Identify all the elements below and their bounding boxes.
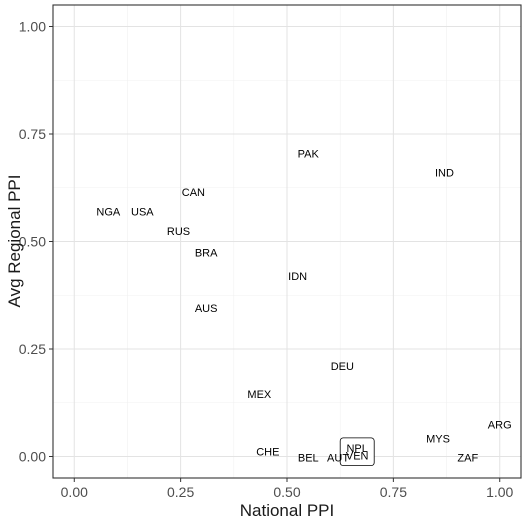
x-tick-label: 0.50 xyxy=(273,484,300,500)
point-label-npl: NPL xyxy=(346,443,367,455)
point-label-aus: AUS xyxy=(195,303,218,315)
point-label-mex: MEX xyxy=(247,389,272,401)
y-tick-label: 0.75 xyxy=(19,126,46,142)
point-label-pak: PAK xyxy=(298,148,320,160)
label-box-callout xyxy=(339,437,375,467)
point-label-rus: RUS xyxy=(167,226,190,238)
x-axis-ticks: 0.00 0.25 0.50 0.75 1.00 xyxy=(61,478,514,500)
point-label-can: CAN xyxy=(182,187,205,199)
point-label-ind: IND xyxy=(435,168,454,180)
y-axis-title: Avg Regional PPI xyxy=(5,175,24,308)
point-label-arg: ARG xyxy=(488,419,512,431)
x-tick-label: 1.00 xyxy=(486,484,513,500)
y-axis-ticks: 0.00 0.25 0.50 0.75 1.00 xyxy=(19,19,53,465)
x-tick-label: 0.00 xyxy=(61,484,88,500)
y-tick-label: 0.25 xyxy=(19,341,46,357)
point-label-mys: MYS xyxy=(426,433,450,445)
point-label-aut: AUT xyxy=(327,452,349,464)
point-label-idn: IDN xyxy=(288,271,307,283)
x-tick-label: 0.75 xyxy=(380,484,407,500)
point-label-deu: DEU xyxy=(331,361,354,373)
point-label-usa: USA xyxy=(131,206,154,218)
x-tick-label: 0.25 xyxy=(167,484,194,500)
y-tick-label: 0.00 xyxy=(19,449,46,465)
y-tick-label: 1.00 xyxy=(19,19,46,35)
x-axis-title: National PPI xyxy=(240,501,335,520)
point-label-zaf: ZAF xyxy=(457,452,478,464)
y-tick-label: 0.50 xyxy=(19,234,46,250)
point-label-che: CHE xyxy=(256,446,279,458)
point-label-bra: BRA xyxy=(195,247,218,259)
point-labels: PAK IND CAN NGA USA RUS BRA IDN AUS DEU MEX ARG MYS C… xyxy=(96,148,512,467)
grid-lines xyxy=(53,5,521,478)
point-label-bel: BEL xyxy=(298,452,319,464)
point-label-nga: NGA xyxy=(96,206,121,218)
point-label-ven: VEN xyxy=(346,451,369,463)
